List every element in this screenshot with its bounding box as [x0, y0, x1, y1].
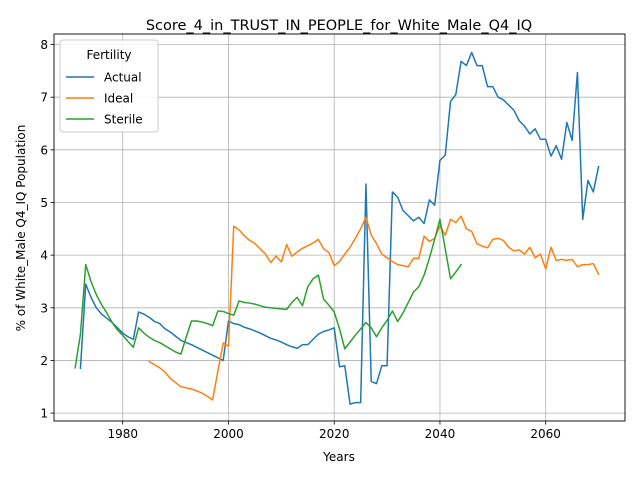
y-tick-label: 3	[40, 301, 48, 315]
plot-frame	[53, 33, 626, 422]
y-axis-ticks: 1 2 3 4 5 6 7 8	[40, 38, 54, 421]
x-tick-label: 2040	[425, 427, 456, 441]
y-tick-label: 4	[40, 249, 48, 263]
series-lines	[74, 51, 600, 405]
series-line-sterile	[74, 218, 463, 369]
legend-label-ideal: Ideal	[104, 92, 133, 106]
y-tick-label: 5	[40, 196, 48, 210]
series-line-ideal	[148, 215, 600, 401]
grid	[54, 34, 625, 421]
y-tick-label: 6	[40, 143, 48, 157]
legend-box	[59, 39, 159, 133]
legend: Fertility Actual Ideal Sterile	[59, 39, 159, 133]
x-tick-label: 1980	[107, 427, 138, 441]
y-tick-label: 7	[40, 91, 48, 105]
legend-title: Fertility	[86, 48, 131, 62]
y-tick-label: 1	[40, 407, 48, 421]
x-tick-label: 2020	[319, 427, 350, 441]
legend-label-sterile: Sterile	[104, 113, 143, 127]
x-axis-label: Years	[322, 450, 355, 464]
y-axis-label: % of White_Male Q4_IQ Population	[14, 125, 28, 332]
x-axis-ticks: 1980 2000 2020 2040 2060	[107, 421, 561, 441]
chart-title: Score_4_in_TRUST_IN_PEOPLE_for_White_Mal…	[146, 18, 532, 34]
series-line-actual	[79, 51, 600, 405]
x-tick-label: 2060	[530, 427, 561, 441]
legend-label-actual: Actual	[104, 71, 142, 85]
x-tick-label: 2000	[213, 427, 244, 441]
y-tick-label: 2	[40, 354, 48, 368]
y-tick-label: 8	[40, 38, 48, 52]
